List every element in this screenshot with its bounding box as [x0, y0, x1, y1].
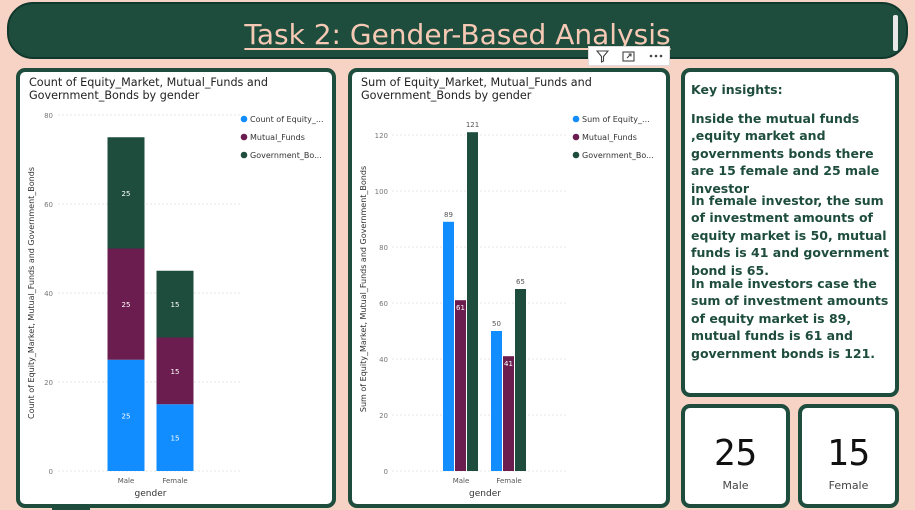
y-tick-label: 80 — [44, 112, 53, 120]
count-stacked-bar-chart: 0 20 40 60 80 Count of Equity_Market, Mutual_… — [27, 112, 323, 499]
kpi-label: Male — [722, 479, 749, 492]
x-tick-label: Female — [496, 477, 521, 485]
bar — [491, 331, 502, 471]
data-label: 65 — [516, 278, 525, 286]
x-tick-label: Male — [453, 477, 470, 485]
legend-label: Count of Equity_... — [250, 115, 323, 124]
data-label: 89 — [444, 211, 453, 219]
legend-marker — [240, 115, 248, 123]
insights-title: Key insights: — [691, 82, 783, 97]
legend-marker — [240, 133, 248, 141]
legend-label: Government_Bo... — [250, 151, 322, 160]
y-tick-label: 40 — [379, 356, 388, 364]
y-axis-title: Sum of Equity_Market, Mutual_Funds and G… — [359, 166, 368, 412]
y-tick-label: 100 — [375, 188, 388, 196]
bar — [515, 289, 526, 471]
data-label: 15 — [171, 368, 180, 376]
y-tick-label: 0 — [384, 468, 388, 476]
y-tick-label: 40 — [44, 290, 53, 298]
data-label: 41 — [504, 360, 513, 368]
focus-mode-icon[interactable] — [620, 48, 638, 64]
visual-header-toolbar — [588, 46, 670, 66]
more-options-icon[interactable] — [647, 48, 665, 64]
report-header: Task 2: Gender-Based Analysis — [7, 2, 908, 59]
data-label: 25 — [122, 301, 131, 309]
scrollbar-handle[interactable] — [893, 15, 898, 51]
data-label: 50 — [492, 320, 501, 328]
bar-segment — [107, 137, 145, 249]
insight-paragraph: Inside the mutual funds ,equity market a… — [691, 111, 880, 196]
y-tick-label: 80 — [379, 244, 388, 252]
bar — [443, 221, 454, 471]
kpi-label: Female — [828, 479, 869, 492]
key-insights-card: Key insights: Inside the mutual funds ,e… — [681, 68, 899, 397]
bar-segment — [156, 337, 194, 405]
legend-marker — [572, 115, 580, 123]
x-axis-title: gender — [469, 489, 501, 499]
insight-paragraph: In male investors case the sum of invest… — [691, 276, 889, 361]
sum-clustered-bar-chart: 0 20 40 60 80 100 120 Sum of Equity_Market, Mut… — [359, 115, 654, 499]
bar — [467, 132, 478, 471]
chart-title: Count of Equity_Market, Mutual_Funds and… — [29, 76, 268, 102]
x-tick-label: Male — [118, 477, 135, 485]
y-tick-label: 120 — [375, 132, 388, 140]
y-axis-title: Count of Equity_Market, Mutual_Funds and… — [27, 167, 36, 419]
legend-marker — [240, 151, 248, 159]
kpi-value: 15 — [826, 433, 871, 474]
bar — [455, 300, 466, 471]
y-tick-label: 0 — [49, 468, 53, 476]
page-tab-indicator[interactable] — [52, 507, 90, 510]
kpi-value: 25 — [713, 433, 758, 474]
y-tick-label: 20 — [44, 379, 53, 387]
male-count-card[interactable]: 25 Male — [681, 404, 790, 508]
data-label: 25 — [122, 412, 131, 420]
count-chart-card[interactable]: Count of Equity_Market, Mutual_Funds and… — [16, 68, 336, 508]
legend-marker — [572, 151, 580, 159]
legend-label: Government_Bo... — [582, 151, 654, 160]
bar-segment — [156, 270, 194, 338]
bar-segment — [107, 359, 145, 471]
data-label: 61 — [456, 304, 465, 312]
bar-segment — [107, 248, 145, 360]
filter-icon[interactable] — [593, 48, 611, 64]
insight-paragraph: In female investor, the sum of investmen… — [691, 193, 890, 278]
data-label: 15 — [171, 301, 180, 309]
legend-label: Mutual_Funds — [582, 133, 637, 142]
data-label: 15 — [171, 435, 180, 443]
x-tick-label: Female — [162, 477, 187, 485]
sum-chart-card[interactable]: Sum of Equity_Market, Mutual_Funds and G… — [348, 68, 670, 508]
page-title: Task 2: Gender-Based Analysis — [244, 18, 671, 51]
y-tick-label: 60 — [44, 201, 53, 209]
legend-marker — [572, 133, 580, 141]
y-tick-label: 60 — [379, 300, 388, 308]
data-label: 121 — [466, 121, 479, 129]
female-count-card[interactable]: 15 Female — [798, 404, 899, 508]
bar — [503, 356, 514, 471]
data-label: 25 — [122, 190, 131, 198]
bar-segment — [156, 404, 194, 471]
legend-label: Mutual_Funds — [250, 133, 305, 142]
y-tick-label: 20 — [379, 412, 388, 420]
x-axis-title: gender — [135, 489, 167, 499]
legend-label: Sum of Equity_... — [582, 115, 650, 124]
chart-title: Sum of Equity_Market, Mutual_Funds and G… — [361, 76, 592, 102]
